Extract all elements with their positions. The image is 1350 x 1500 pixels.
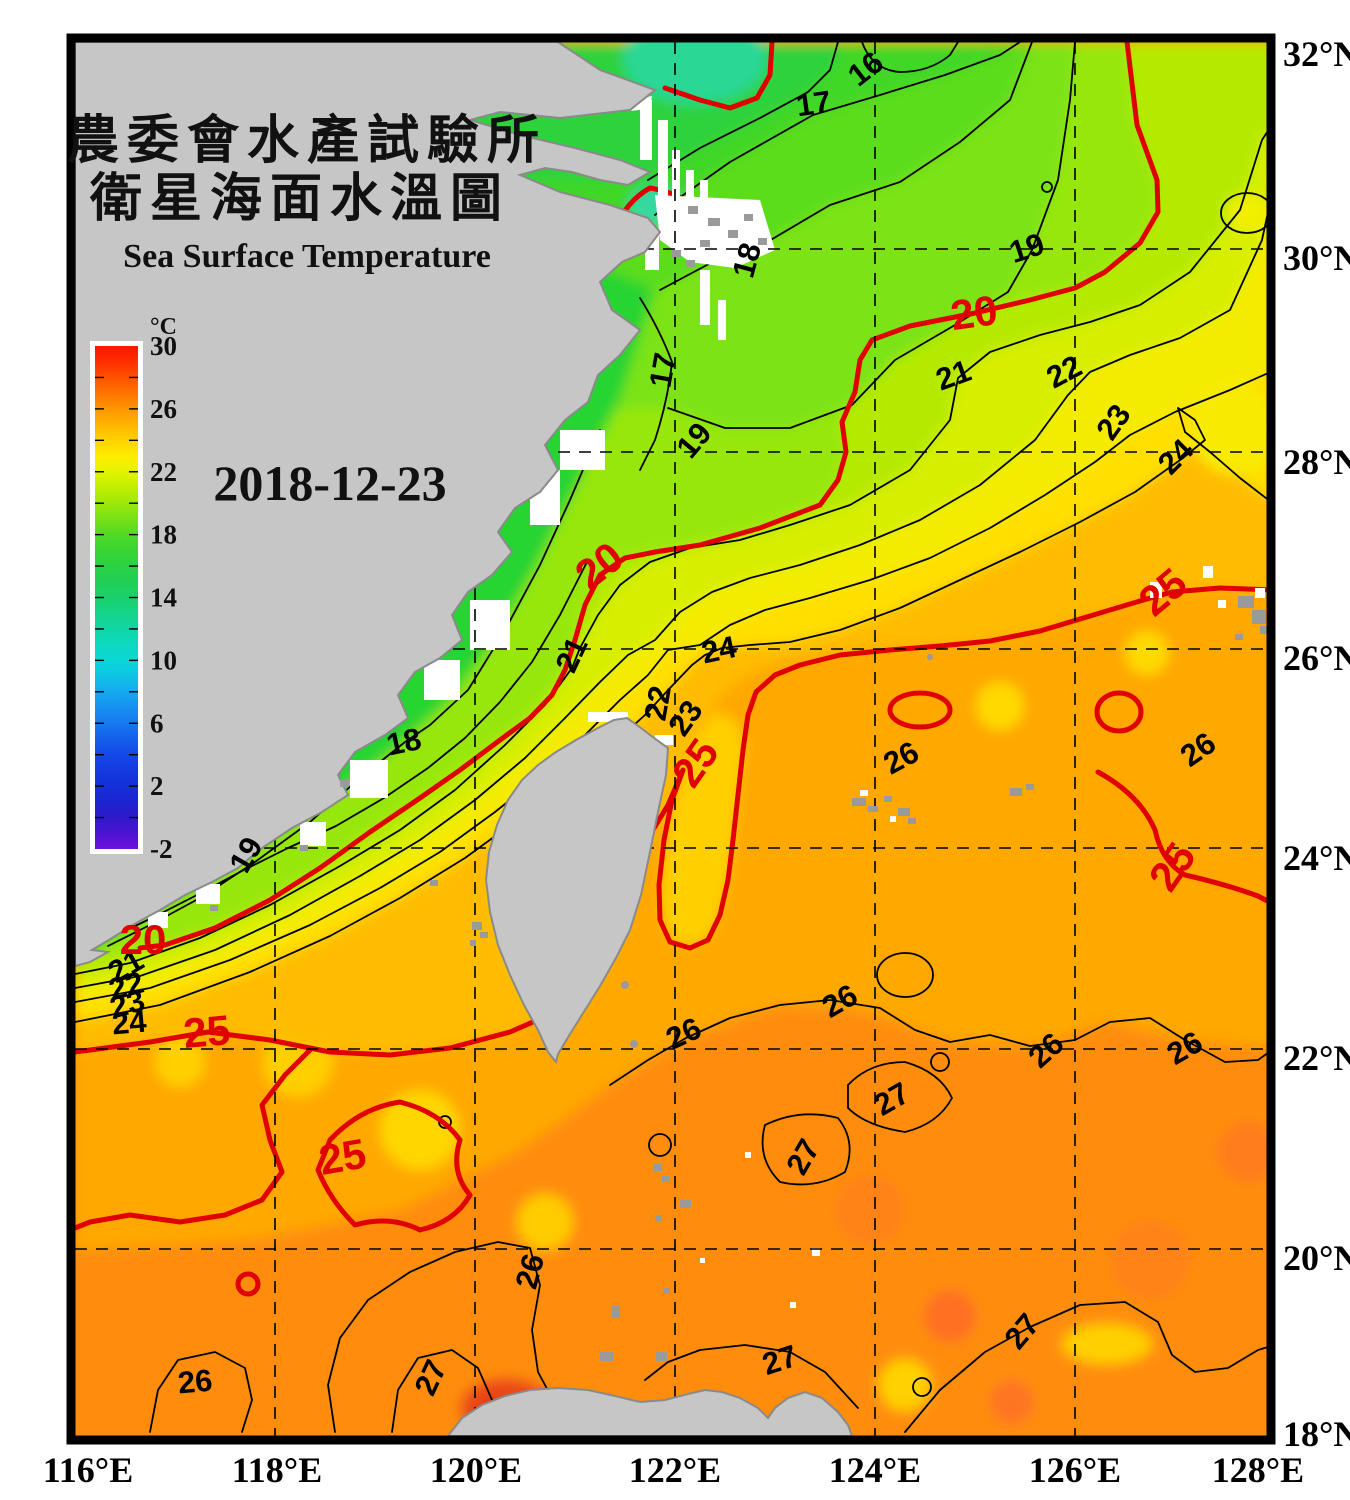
lat-label: 22°N [1283, 1038, 1350, 1078]
colorbar-tick-label: 14 [150, 583, 177, 613]
lat-label: 30°N [1283, 238, 1350, 278]
sst-map-figure: 1617181917192122232421242223181921222324… [0, 0, 1350, 1500]
longitude-labels: 116°E 118°E 120°E 122°E 124°E 126°E 128°E [43, 1450, 1304, 1490]
colorbar-tick-label: 18 [150, 520, 177, 550]
lat-label: 28°N [1283, 442, 1350, 482]
lon-label: 118°E [232, 1450, 322, 1490]
colorbar-tick-label: -2 [150, 834, 173, 864]
lon-label: 128°E [1212, 1450, 1304, 1490]
lon-label: 126°E [1029, 1450, 1121, 1490]
lat-label: 24°N [1283, 838, 1350, 878]
latitude-labels: 32°N 30°N 28°N 26°N 24°N 22°N 20°N 18°N [1283, 34, 1350, 1454]
contour-label-26: 26 [176, 1363, 213, 1401]
contour-label-18: 18 [383, 721, 424, 762]
contour-label-25: 25 [315, 1130, 369, 1184]
contour-label-20: 20 [948, 286, 1001, 339]
contour-label-24: 24 [110, 1004, 148, 1042]
colorbar-tick-label: 22 [150, 457, 177, 487]
contour-label-17: 17 [642, 350, 682, 390]
contour-label-17: 17 [794, 84, 833, 123]
lon-label: 116°E [43, 1450, 133, 1490]
lon-label: 124°E [829, 1450, 921, 1490]
sst-map-svg: 1617181917192122232421242223181921222324… [0, 0, 1350, 1500]
contour-label-20: 20 [120, 916, 167, 963]
contour-label-25: 25 [181, 1006, 232, 1057]
title-zh-line2: 衛星海面水溫圖 [89, 170, 510, 228]
lat-label: 32°N [1283, 34, 1350, 74]
colorbar-tick-label: 10 [150, 645, 177, 675]
title-zh-line1: 農委會水產試驗所 [67, 112, 547, 170]
colorbar-tick-label: 6 [150, 708, 164, 738]
colorbar-tick-label: 30 [150, 331, 177, 361]
lat-label: 20°N [1283, 1238, 1350, 1278]
colorbar-tick-label: 26 [150, 394, 177, 424]
title-en: Sea Surface Temperature [123, 238, 491, 275]
lat-label: 18°N [1283, 1414, 1350, 1454]
lon-label: 120°E [430, 1450, 522, 1490]
date-label: 2018-12-23 [213, 455, 446, 511]
colorbar-tick-label: 2 [150, 771, 164, 801]
lon-label: 122°E [629, 1450, 721, 1490]
lat-label: 26°N [1283, 638, 1350, 678]
